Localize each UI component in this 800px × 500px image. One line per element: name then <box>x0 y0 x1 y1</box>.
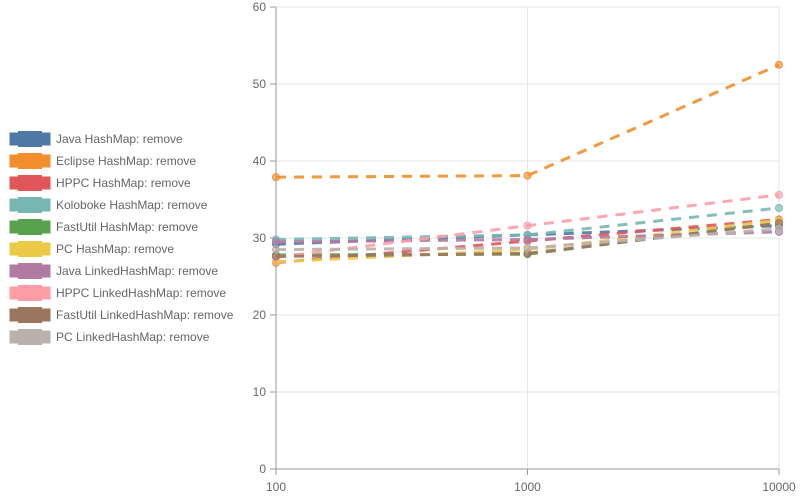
legend-item[interactable]: HPPC LinkedHashMap: remove <box>9 285 226 301</box>
legend-item[interactable]: PC LinkedHashMap: remove <box>9 329 210 345</box>
y-tick-label: 40 <box>253 154 267 168</box>
legend[interactable]: Java HashMap: remove Eclipse HashMap: rem… <box>9 131 234 345</box>
legend-item[interactable]: HPPC HashMap: remove <box>9 175 191 191</box>
legend-label: FastUtil HashMap: remove <box>56 220 198 234</box>
legend-item[interactable]: Koloboke HashMap: remove <box>9 197 208 213</box>
series-line <box>275 221 780 258</box>
data-point[interactable] <box>523 244 532 253</box>
data-point[interactable] <box>523 171 532 180</box>
legend-swatch-tab <box>18 285 42 301</box>
legend-swatch-tab <box>18 153 42 169</box>
legend-item[interactable]: PC HashMap: remove <box>9 241 174 257</box>
y-tick-label: 0 <box>259 462 266 476</box>
data-point[interactable] <box>272 252 280 261</box>
data-point[interactable] <box>272 237 280 246</box>
legend-label: Java LinkedHashMap: remove <box>56 264 218 278</box>
x-tick-label: 100 <box>266 480 286 494</box>
y-tick-label: 20 <box>253 308 267 322</box>
legend-label: HPPC HashMap: remove <box>56 176 191 190</box>
data-point[interactable] <box>272 245 280 254</box>
data-point[interactable] <box>523 221 532 230</box>
legend-item[interactable]: Java HashMap: remove <box>9 131 183 147</box>
legend-swatch-tab <box>18 197 42 213</box>
legend-item[interactable]: Eclipse HashMap: remove <box>9 153 196 169</box>
y-tick-label: 50 <box>253 77 267 91</box>
legend-item[interactable]: FastUtil LinkedHashMap: remove <box>9 307 234 323</box>
legend-swatch-tab <box>18 307 42 323</box>
series-layer <box>272 60 783 267</box>
legend-item[interactable]: Java LinkedHashMap: remove <box>9 263 218 279</box>
legend-label: Koloboke HashMap: remove <box>56 198 208 212</box>
x-tick-label: 1000 <box>514 480 541 494</box>
series-line <box>275 227 780 252</box>
series-line <box>275 218 780 264</box>
y-tick-label: 10 <box>253 385 267 399</box>
data-point[interactable] <box>523 235 532 244</box>
legend-label: HPPC LinkedHashMap: remove <box>56 286 226 300</box>
x-tick-label: 10000 <box>762 480 796 494</box>
legend-label: Eclipse HashMap: remove <box>56 154 196 168</box>
y-tick-label: 30 <box>253 231 267 245</box>
series-line <box>275 63 780 179</box>
series-line <box>275 206 780 241</box>
legend-label: FastUtil LinkedHashMap: remove <box>56 308 234 322</box>
legend-swatch-tab <box>18 175 42 191</box>
data-point[interactable] <box>775 190 783 199</box>
legend-label: Java HashMap: remove <box>56 132 183 146</box>
data-point[interactable] <box>775 224 783 233</box>
legend-label: PC HashMap: remove <box>56 242 174 256</box>
series-8 <box>272 219 783 261</box>
data-point[interactable] <box>775 60 783 69</box>
legend-swatch-tab <box>18 263 42 279</box>
legend-label: PC LinkedHashMap: remove <box>56 330 210 344</box>
data-point[interactable] <box>272 173 280 182</box>
y-tick-label: 60 <box>253 0 267 14</box>
legend-swatch-tab <box>18 241 42 257</box>
legend-item[interactable]: FastUtil HashMap: remove <box>9 219 198 235</box>
axes: 0 10 20 30 40 50 60 100 1000 10000 <box>253 0 796 494</box>
series-1 <box>272 60 783 182</box>
series-9 <box>272 224 783 254</box>
legend-swatch-tab <box>18 329 42 345</box>
data-point[interactable] <box>775 203 783 212</box>
legend-swatch-tab <box>18 131 42 147</box>
legend-swatch-tab <box>18 219 42 235</box>
